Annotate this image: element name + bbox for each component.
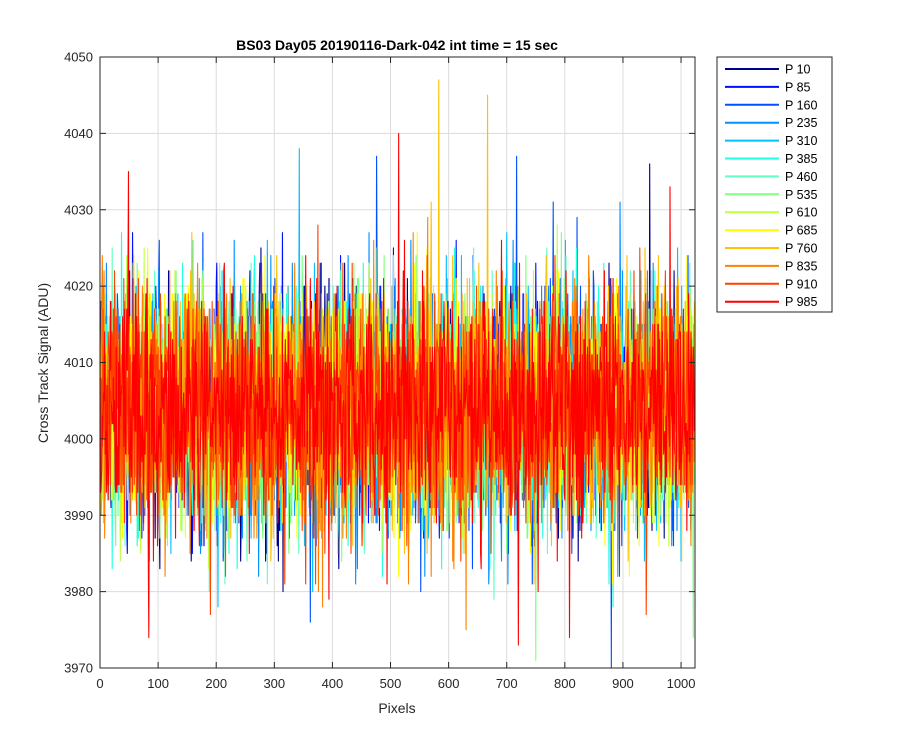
y-tick-label: 3990 <box>64 508 93 523</box>
y-tick-label: 3980 <box>64 584 93 599</box>
legend-label: P 985 <box>785 295 817 309</box>
legend-label: P 685 <box>785 224 817 238</box>
x-tick-label: 0 <box>96 676 103 691</box>
legend-label: P 760 <box>785 242 817 256</box>
legend-label: P 310 <box>785 134 817 148</box>
legend-label: P 835 <box>785 259 817 273</box>
x-tick-label: 400 <box>322 676 344 691</box>
y-tick-label: 4030 <box>64 202 93 217</box>
x-axis-label: Pixels <box>378 700 415 716</box>
legend-box <box>716 56 833 313</box>
y-tick-label: 3970 <box>64 661 93 676</box>
legend-label: P 10 <box>785 63 811 77</box>
x-tick-label: 1000 <box>667 676 696 691</box>
y-tick-label: 4010 <box>64 355 93 370</box>
legend-label: P 85 <box>785 80 811 94</box>
legend-label: P 160 <box>785 98 817 112</box>
axes: 0 100 200 300 400 500 600 700 800 900 1000 3970 3980… <box>64 50 695 692</box>
legend-label: P 535 <box>785 188 817 202</box>
y-tick-label: 4000 <box>64 431 93 446</box>
legend: P 10 P 85 P 160 P 235 P 310 P 385 P 460 P 535 P … <box>716 56 833 313</box>
x-tick-label: 800 <box>554 676 576 691</box>
y-tick-label: 4020 <box>64 279 93 294</box>
legend-label: P 385 <box>785 152 817 166</box>
y-tick-label: 4050 <box>64 50 93 65</box>
x-tick-label: 500 <box>380 676 402 691</box>
legend-label: P 610 <box>785 206 817 220</box>
x-tick-label: 700 <box>496 676 518 691</box>
y-tick-label: 4040 <box>64 126 93 141</box>
series-line-p985 <box>99 132 695 646</box>
x-tick-label: 200 <box>205 676 227 691</box>
series-layer <box>99 79 695 669</box>
legend-label: P 910 <box>785 277 817 291</box>
x-tick-label: 100 <box>147 676 169 691</box>
x-tick-label: 600 <box>438 676 460 691</box>
x-tick-label: 900 <box>612 676 634 691</box>
x-tick-label: 300 <box>263 676 285 691</box>
y-axis-label: Cross Track Signal (ADU) <box>35 283 51 443</box>
chart-title: BS03 Day05 20190116-Dark-042 int time = … <box>236 37 558 53</box>
legend-label: P 460 <box>785 170 817 184</box>
legend-label: P 235 <box>785 116 817 130</box>
